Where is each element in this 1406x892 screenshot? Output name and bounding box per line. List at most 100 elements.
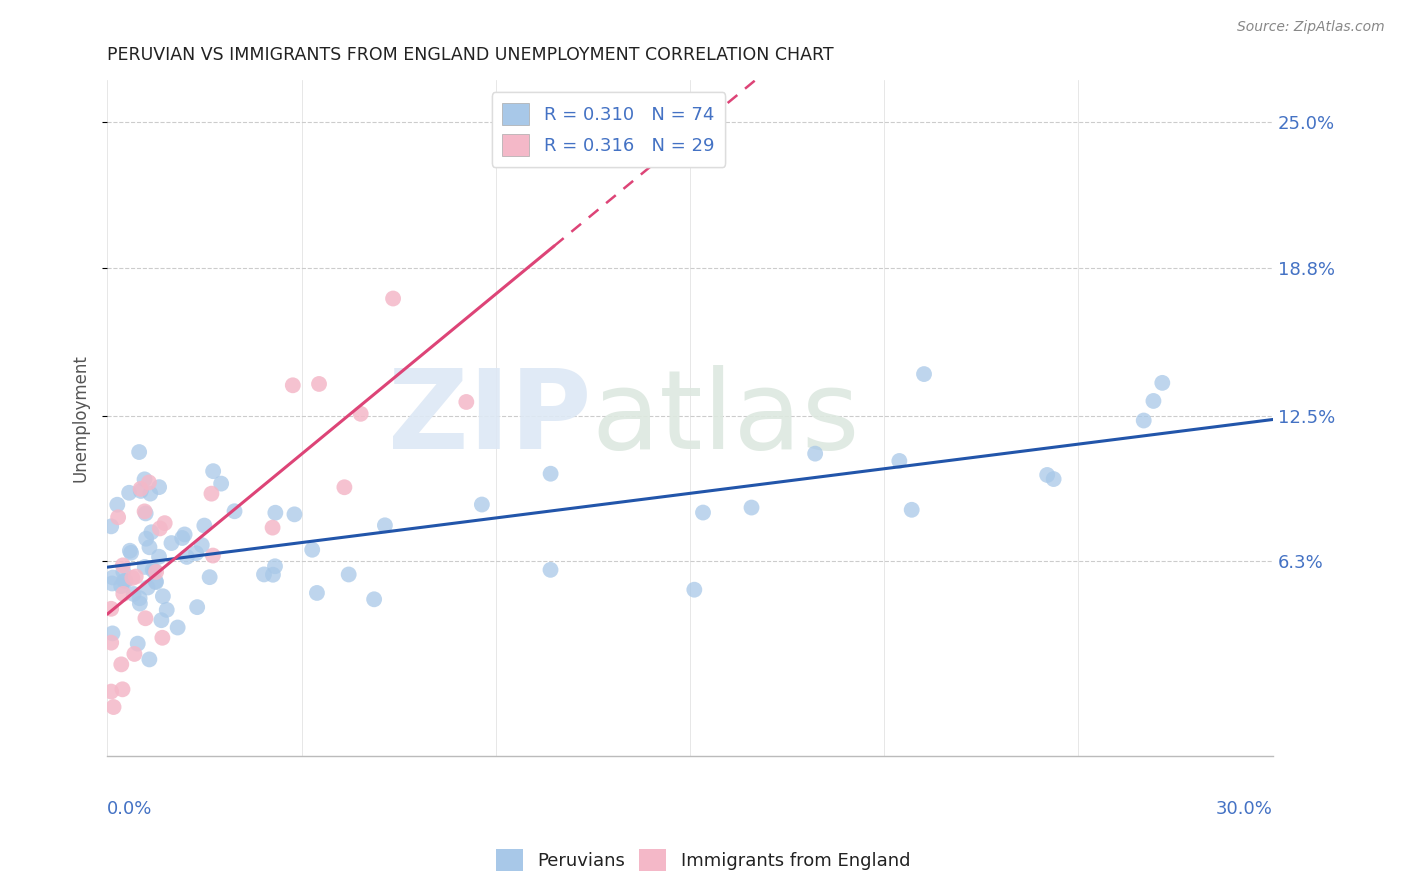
Point (281, 378, 304, 392)
Point (692, 506, 714, 520)
Point (112, 565, 135, 579)
Point (224, 504, 246, 518)
Point (262, 567, 284, 582)
Point (110, 657, 132, 672)
Point (111, 558, 134, 573)
Point (128, 597, 150, 611)
Point (125, 569, 148, 583)
Point (176, 549, 198, 564)
Point (150, 631, 173, 645)
Point (540, 467, 562, 481)
Y-axis label: Unemployment: Unemployment (72, 354, 89, 482)
Point (150, 613, 173, 627)
Point (141, 525, 163, 540)
Text: PERUVIAN VS IMMIGRANTS FROM ENGLAND UNEMPLOYMENT CORRELATION CHART: PERUVIAN VS IMMIGRANTS FROM ENGLAND UNEM… (107, 46, 834, 64)
Point (889, 454, 911, 468)
Point (253, 567, 276, 582)
Point (101, 570, 124, 584)
Point (136, 581, 159, 595)
Point (100, 601, 122, 615)
Point (1152, 376, 1174, 390)
Point (156, 603, 179, 617)
Point (152, 589, 174, 603)
Point (1042, 472, 1064, 486)
Point (134, 472, 156, 486)
Point (100, 635, 122, 649)
Point (135, 507, 157, 521)
Point (283, 508, 305, 522)
Point (1142, 393, 1164, 408)
Point (111, 682, 134, 697)
Point (118, 485, 141, 500)
Point (121, 571, 143, 585)
Point (184, 546, 207, 560)
Point (337, 567, 360, 582)
Point (129, 482, 152, 496)
Point (1036, 467, 1059, 482)
Point (118, 543, 141, 558)
Point (138, 475, 160, 490)
Point (374, 518, 396, 533)
Point (135, 532, 157, 546)
Point (101, 626, 124, 640)
Point (540, 563, 562, 577)
Point (209, 476, 232, 491)
Point (127, 637, 149, 651)
Point (741, 500, 763, 515)
Point (363, 592, 385, 607)
Point (333, 480, 356, 494)
Point (200, 486, 222, 500)
Point (264, 559, 287, 574)
Point (264, 506, 287, 520)
Point (134, 611, 156, 625)
Point (166, 620, 188, 634)
Point (145, 575, 167, 590)
Point (305, 586, 328, 600)
Point (138, 652, 160, 666)
Point (683, 582, 706, 597)
Point (1132, 413, 1154, 427)
Point (128, 591, 150, 606)
Point (101, 576, 124, 591)
Point (143, 564, 166, 578)
Point (191, 538, 214, 552)
Text: 30.0%: 30.0% (1216, 800, 1272, 818)
Point (129, 483, 152, 498)
Point (122, 587, 145, 601)
Point (124, 647, 146, 661)
Point (172, 531, 194, 545)
Point (301, 542, 323, 557)
Point (262, 521, 284, 535)
Point (105, 498, 128, 512)
Point (120, 546, 142, 560)
Point (142, 563, 165, 577)
Text: atlas: atlas (591, 365, 859, 472)
Point (382, 292, 405, 306)
Point (308, 376, 330, 391)
Point (900, 503, 922, 517)
Point (100, 684, 122, 698)
Point (107, 510, 129, 524)
Point (145, 574, 167, 589)
Point (149, 521, 172, 535)
Point (804, 447, 827, 461)
Point (100, 519, 122, 533)
Point (186, 600, 208, 615)
Text: Source: ZipAtlas.com: Source: ZipAtlas.com (1237, 20, 1385, 34)
Point (912, 367, 935, 381)
Point (148, 549, 170, 564)
Point (153, 516, 176, 530)
Point (138, 541, 160, 555)
Point (471, 498, 494, 512)
Point (112, 574, 135, 588)
Point (139, 486, 162, 500)
Point (110, 579, 132, 593)
Point (456, 395, 478, 409)
Point (160, 536, 183, 550)
Text: 0.0%: 0.0% (107, 800, 153, 818)
Point (128, 445, 150, 459)
Legend: R = 0.310   N = 74, R = 0.316   N = 29: R = 0.310 N = 74, R = 0.316 N = 29 (492, 92, 725, 167)
Point (201, 549, 224, 563)
Point (173, 527, 195, 541)
Point (148, 480, 170, 494)
